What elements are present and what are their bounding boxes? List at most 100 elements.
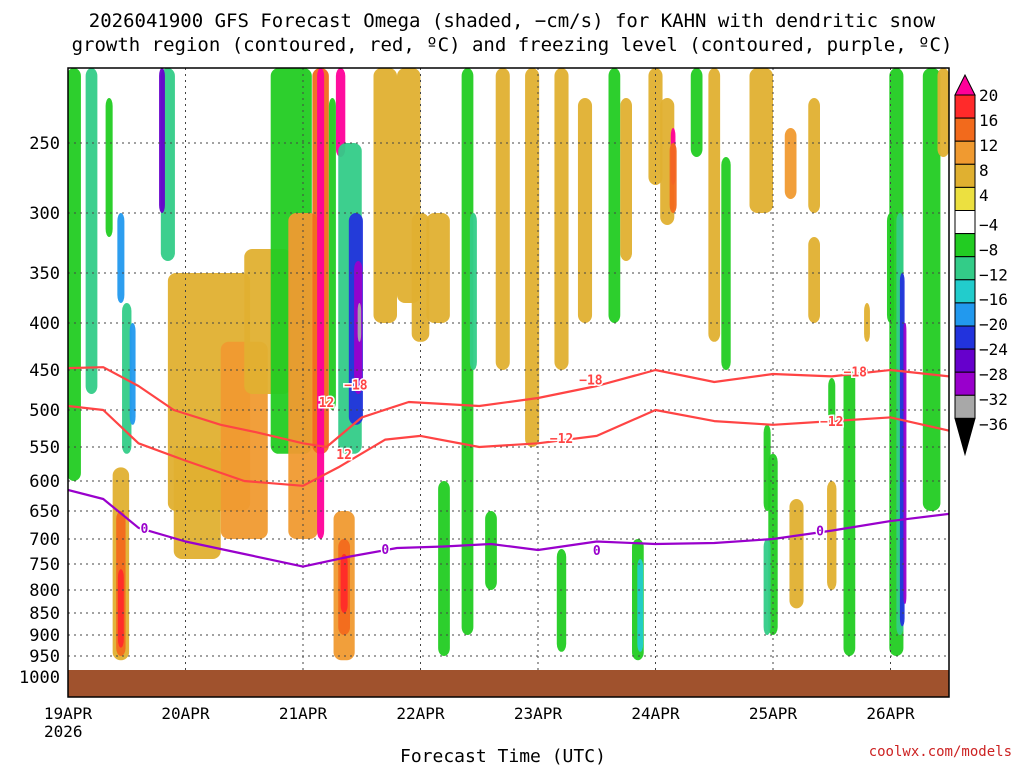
shade-cell [648,68,663,185]
shade-cell [426,213,450,323]
shade-cell [554,68,569,370]
colorbar-label: −4 [979,215,998,234]
contour--18 [68,366,949,449]
colorbar-segment [954,163,976,188]
shade-cell [828,378,836,425]
shade-cell [373,68,397,323]
y-tick-label: 300 [29,204,60,224]
shade-cell [525,68,540,447]
contour-label: −12 [820,415,843,430]
y-tick-label: 650 [29,502,60,522]
shade-cell [721,157,731,370]
credit-link[interactable]: coolwx.com/models [868,744,1012,760]
colorbar-segment [954,233,976,258]
shade-cell [129,323,136,425]
y-tick-label: 700 [29,530,60,550]
colorbar-segment [954,94,976,119]
shade-cell [690,68,703,157]
shade-cell [808,98,820,213]
contour-label: 0 [593,544,601,559]
shade-cell [864,303,870,342]
shade-cell [357,303,362,342]
shade-cell [328,98,336,410]
x-tick-label: 24APR [631,704,680,723]
shade-cell [903,323,907,604]
colorbar-top-arrow [954,73,976,96]
colorbar-segment [954,348,976,373]
colorbar-segment [954,256,976,281]
colorbar-segment [954,371,976,396]
colorbar-label: 4 [979,186,989,205]
y-tick-label: 600 [29,472,60,492]
shade-cell [937,68,949,157]
y-tick-label: 350 [29,264,60,284]
shade-cell [68,68,81,481]
y-tick-label: 750 [29,555,60,575]
colorbar-label: 20 [979,86,998,105]
shade-cell [335,68,346,157]
shade-cell [637,559,644,652]
contour-label: −18 [844,366,868,381]
shade-cell [122,303,132,454]
shade-cell [469,213,477,370]
x-tick-labels: 19APR 20APR 21APR 22APR 23APR 24APR 25APR 26APR [44,704,915,723]
y-tick-label: 850 [29,604,60,624]
contour-label: 0 [816,525,824,540]
shade-cell [922,68,941,511]
x-axis-label: Forecast Time (UTC) [400,746,606,767]
chart-title-line1: 2026041900 GFS Forecast Omega (shaded, −… [88,10,936,32]
contour-label: 12 [336,448,352,463]
shade-cell [117,213,125,303]
colorbar-label: −36 [979,415,1008,434]
colorbar-segment [954,117,976,142]
colorbar-label: 8 [979,161,989,180]
colorbar-segment [954,302,976,327]
contour-label: 0 [381,543,389,558]
y-tick-label: 250 [29,134,60,154]
colorbar-label: −24 [979,340,1008,359]
contour-label: −18 [579,374,603,389]
y-tick-label: 550 [29,438,60,458]
shade-cell [159,68,165,213]
shade-cell [317,68,325,539]
shade-cell [438,481,450,656]
contour-label: 0 [140,522,148,537]
shade-cell [411,213,430,342]
shade-cell [827,481,837,590]
colorbar-label: −16 [979,290,1008,309]
shade-cell [763,539,771,635]
shade-cell [749,68,773,213]
contour-label: −18 [344,378,368,393]
shade-cell [117,569,124,648]
shade-cell [784,128,797,199]
omega-shading [68,68,949,661]
contour--12 [68,404,949,487]
x-tick-label: 22APR [396,704,445,723]
y-tick-label: 500 [29,401,60,421]
shade-cell [620,98,632,261]
contour-lines [68,366,949,568]
y-tick-label: 900 [29,626,60,646]
colorbar-segment [954,279,976,304]
shade-cell [843,370,856,656]
ground-band [68,670,949,697]
colorbar-label: −32 [979,390,1008,409]
colorbar-label: −28 [979,365,1008,384]
shade-cell [669,143,677,213]
y-tick-label: 950 [29,647,60,667]
ground-fill [68,670,949,697]
contour-label: −12 [550,432,573,447]
shade-cell [85,68,98,394]
omega-chart: 2503003504004505005506006507007508008509… [19,67,1008,723]
axes [67,67,950,698]
shade-cell [340,554,348,613]
x-tick-label: 25APR [749,704,798,723]
shade-cell [556,549,567,652]
contour-labels: −18 12 12 −18 −12 −18 −12 0 0 0 0 [139,364,869,560]
shade-cell [577,98,593,323]
contour-0 [68,488,949,568]
colorbar: 20 16 12 8 4 −4 −8 −12 −16 −20 −24 −28 −32 −36 [954,73,1008,457]
shade-cell [808,237,820,323]
shade-cell [461,68,474,635]
x-tick-label: 19APR [44,704,93,723]
